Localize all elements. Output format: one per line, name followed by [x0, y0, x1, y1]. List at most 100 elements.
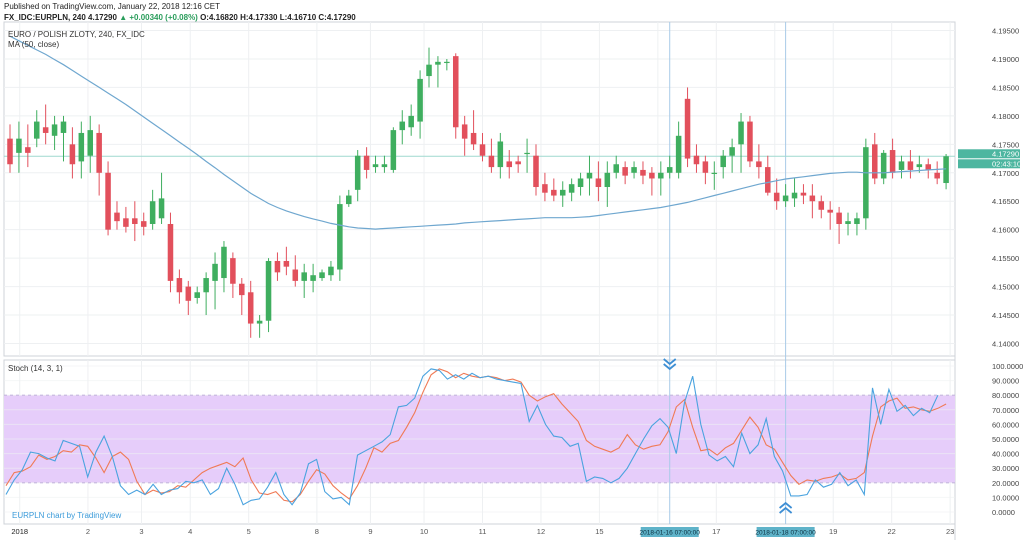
candle-body — [497, 141, 504, 168]
candle-body — [524, 152, 530, 155]
price-tick-label: 4.19500 — [992, 27, 1019, 36]
x-tick-label: 5 — [247, 527, 251, 536]
candle-body — [568, 184, 575, 193]
candle-body — [158, 198, 165, 219]
x-tick-label: 8 — [315, 527, 319, 536]
candle-body — [595, 178, 602, 188]
candle-body — [444, 61, 450, 64]
price-label-text: 4.17290 — [992, 149, 1019, 158]
x-tick-label: 10 — [420, 527, 428, 536]
candle-body — [586, 172, 593, 179]
ma-line — [9, 35, 947, 230]
marker-date-label: 2018-01-16 07:00:00 — [640, 530, 701, 537]
candle-body — [301, 272, 307, 281]
candle-body — [390, 130, 397, 170]
candle-body — [773, 192, 780, 202]
candle-body — [310, 275, 316, 281]
candle-body — [114, 212, 120, 222]
stoch-tick-label: 60.0000 — [992, 420, 1019, 429]
candle-body — [194, 292, 200, 298]
candle-body — [916, 164, 923, 168]
candle-body — [640, 169, 646, 176]
candle-body — [711, 172, 718, 174]
candle-body — [212, 263, 218, 281]
candle-body — [747, 121, 753, 162]
candle-body — [907, 161, 914, 170]
candle-body — [7, 138, 13, 165]
candle-body — [363, 155, 370, 170]
candle-body — [863, 147, 869, 219]
candle-body — [684, 98, 691, 159]
candle-body — [239, 283, 245, 296]
candle-body — [738, 121, 744, 145]
price-tick-label: 4.15000 — [992, 283, 1019, 292]
marker-date-box — [640, 527, 699, 537]
price-tick-label: 4.16000 — [992, 226, 1019, 235]
price-tick-label: 4.17000 — [992, 169, 1019, 178]
candle-body — [506, 161, 513, 168]
x-tick-label: 17 — [712, 527, 720, 536]
candle-body — [140, 221, 147, 227]
chart-title: EURO / POLISH ZLOTY, 240, FX_IDC — [8, 30, 145, 39]
candle-body — [426, 64, 432, 77]
candle-body — [889, 150, 896, 173]
candle-body — [132, 218, 138, 224]
stoch-legend: Stoch (14, 3, 1) — [8, 364, 63, 373]
stoch-tick-label: 90.0000 — [992, 377, 1019, 386]
candle-body — [33, 121, 40, 139]
candle-body — [479, 144, 486, 156]
ma-legend: MA (50, close) — [8, 40, 60, 49]
stoch-k-line — [5, 368, 939, 506]
candle-body — [782, 195, 789, 202]
countdown-text: 02:43:10 — [992, 159, 1021, 168]
candle-body — [292, 269, 299, 281]
candle-body — [693, 155, 700, 165]
candle-body — [149, 201, 156, 224]
marker-date-label: 2018-01-18 07:00:00 — [755, 530, 816, 537]
stoch-tick-label: 20.0000 — [992, 479, 1019, 488]
symbol-line: FX_IDC:EURPLN, 240 4.17290 ▲ +0.00340 (+… — [4, 13, 356, 22]
candle-body — [631, 167, 637, 173]
stoch-tick-label: 80.0000 — [992, 391, 1019, 400]
candle-body — [836, 212, 842, 224]
x-tick-label: 19 — [829, 527, 837, 536]
candle-body — [765, 167, 771, 193]
price-tick-label: 4.16500 — [992, 197, 1019, 206]
stoch-tick-label: 30.0000 — [992, 464, 1019, 473]
x-tick-label: 4 — [188, 527, 192, 536]
candle-body — [417, 78, 423, 122]
candle-body — [221, 246, 227, 279]
price-tick-label: 4.18500 — [992, 83, 1019, 92]
candle-body — [51, 124, 58, 136]
candle-body — [69, 144, 76, 165]
candle-body — [25, 147, 31, 153]
candle-body — [105, 172, 111, 230]
candle-body — [756, 161, 762, 168]
ohlc-values: O:4.16820 H:4.17330 L:4.16710 C:4.17290 — [200, 13, 356, 22]
x-tick-label: 11 — [479, 527, 487, 536]
candle-body — [319, 272, 325, 279]
candle-body — [943, 156, 949, 184]
candle-body — [827, 209, 833, 213]
chevron-up-icon — [779, 501, 793, 514]
candle-body — [230, 258, 236, 284]
x-tick-label: 15 — [595, 527, 603, 536]
candle-body — [372, 164, 379, 168]
candle-body — [78, 132, 85, 162]
candle-body — [604, 172, 611, 188]
x-tick-label: 2018 — [11, 527, 28, 536]
symbol-name: FX_IDC:EURPLN, 240 — [4, 13, 86, 22]
candle-body — [702, 161, 709, 173]
price-tick-label: 4.17500 — [992, 140, 1019, 149]
candle-body — [809, 195, 816, 202]
x-tick-label: 23 — [946, 527, 954, 536]
candle-body — [845, 221, 851, 224]
candle-body — [328, 266, 334, 276]
candle-body — [176, 278, 183, 293]
candle-body — [87, 130, 93, 156]
candle-body — [256, 320, 263, 324]
candle-body — [203, 278, 209, 293]
candle-body — [408, 115, 414, 128]
candle-body — [354, 155, 361, 190]
